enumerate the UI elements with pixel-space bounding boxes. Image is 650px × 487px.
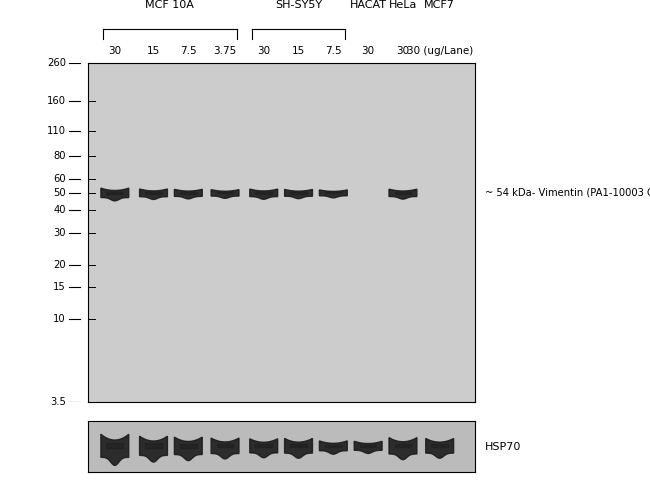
Text: 3.75: 3.75 [213,46,237,56]
Text: 15: 15 [147,46,160,56]
Polygon shape [174,437,202,461]
Text: 30: 30 [257,46,270,56]
Polygon shape [174,189,202,199]
Polygon shape [250,189,278,199]
Polygon shape [211,438,239,459]
Polygon shape [285,438,313,458]
Text: 160: 160 [47,96,66,107]
Polygon shape [101,188,129,201]
Polygon shape [319,190,347,198]
Polygon shape [426,438,454,458]
Text: 260: 260 [47,58,66,68]
Text: 30: 30 [396,46,410,56]
Text: 15: 15 [53,282,66,292]
Polygon shape [211,189,239,198]
Text: 10: 10 [53,314,66,324]
Text: 7.5: 7.5 [180,46,196,56]
Text: 110: 110 [47,126,66,136]
Text: HSP70: HSP70 [485,442,521,452]
Polygon shape [140,436,168,462]
Text: 60: 60 [53,173,66,184]
Text: HeLa: HeLa [389,0,417,10]
Polygon shape [140,189,168,200]
Text: 80: 80 [53,151,66,161]
Text: 20: 20 [53,260,66,270]
Text: 40: 40 [53,206,66,215]
Text: MCF 10A: MCF 10A [146,0,194,10]
Text: ~ 54 kDa- Vimentin (PA1-10003 Chicken / IgY: ~ 54 kDa- Vimentin (PA1-10003 Chicken / … [485,188,650,198]
Polygon shape [354,441,382,453]
Polygon shape [389,438,417,460]
Polygon shape [101,434,129,466]
Text: SH-SY5Y: SH-SY5Y [275,0,322,10]
Text: 15: 15 [292,46,305,56]
Polygon shape [319,441,347,454]
Text: 3.5: 3.5 [50,397,66,407]
Text: 7.5: 7.5 [325,46,342,56]
Text: 30: 30 [109,46,122,56]
Text: 30: 30 [361,46,374,56]
Text: 30 (ug/Lane): 30 (ug/Lane) [406,46,473,56]
Polygon shape [389,189,417,199]
Text: HACAT: HACAT [350,0,387,10]
Text: 50: 50 [53,188,66,198]
Text: 30: 30 [53,228,66,238]
Polygon shape [285,189,313,199]
Polygon shape [250,439,278,458]
Text: MCF7: MCF7 [424,0,455,10]
